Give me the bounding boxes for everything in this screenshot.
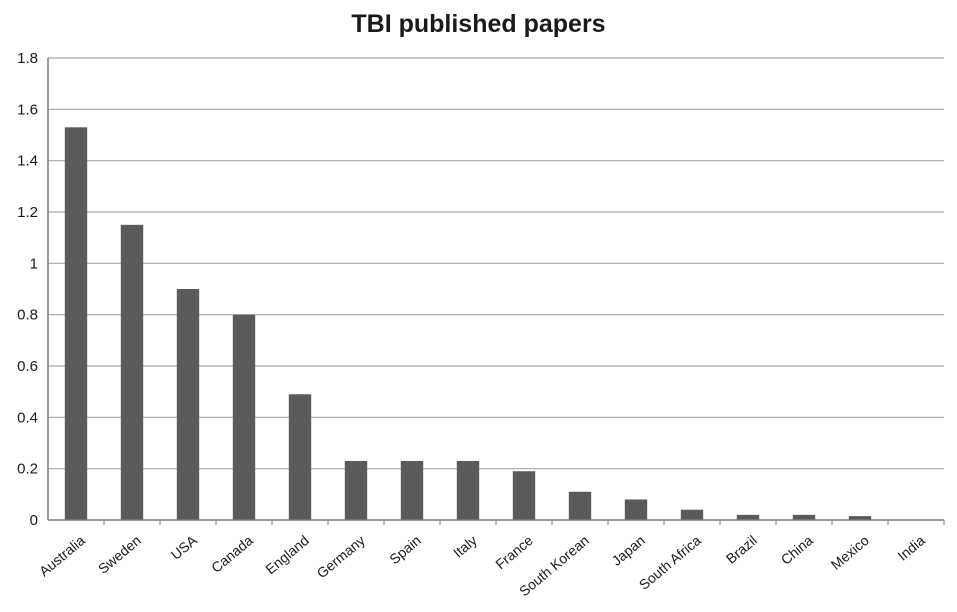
x-tick-label: Australia [36, 532, 88, 579]
x-tick-label: Germany [314, 532, 368, 581]
x-tick-label: Italy [450, 532, 480, 561]
bar-south-korean [568, 491, 592, 520]
x-tick-label: Brazil [723, 532, 760, 567]
bar-spain [400, 460, 424, 520]
axes [47, 58, 945, 525]
bar-germany [344, 460, 368, 520]
x-tick-label: Canada [208, 532, 256, 576]
y-tick-label: 1.8 [17, 50, 38, 67]
y-tick-label: 0.2 [17, 461, 38, 478]
x-tick-label: India [894, 532, 928, 564]
bar-france [512, 471, 536, 520]
x-tick-label: South Africa [636, 532, 704, 593]
bar-italy [456, 460, 480, 520]
y-tick-label: 0.8 [17, 307, 38, 324]
bars [64, 127, 872, 521]
bar-australia [64, 127, 88, 521]
y-tick-label: 1 [30, 255, 38, 272]
y-tick-label: 1.2 [17, 204, 38, 221]
y-tick-label: 0.6 [17, 358, 38, 375]
x-tick-labels: Australia Sweden USA Canada England Germany Sp… [36, 532, 928, 600]
bar-sweden [120, 224, 144, 521]
bar-south-africa [680, 509, 704, 520]
x-tick-label: Sweden [95, 532, 144, 577]
x-tick-label: England [262, 532, 312, 577]
bar-england [288, 394, 312, 520]
x-tick-label: Mexico [828, 532, 872, 573]
x-tick-label: Japan [608, 532, 648, 569]
x-tick-label: USA [168, 532, 201, 563]
chart-title: TBI published papers [351, 10, 606, 38]
bar-china [792, 514, 816, 520]
x-tick-label: Spain [386, 532, 424, 567]
x-tick-label: China [778, 532, 816, 568]
bar-brazil [736, 514, 760, 520]
bar-japan [624, 499, 648, 520]
y-tick-label: 0 [30, 512, 38, 529]
x-tick-label: France [492, 532, 536, 572]
y-tick-label: 1.6 [17, 101, 38, 118]
bar-canada [232, 314, 256, 520]
bar-mexico [848, 516, 872, 520]
y-tick-label: 1.4 [17, 153, 38, 170]
bar-usa [176, 289, 200, 520]
y-tick-labels: 0 0.2 0.4 0.6 0.8 1 1.2 1.4 1.6 1.8 [17, 50, 38, 529]
y-tick-label: 0.4 [17, 409, 38, 426]
